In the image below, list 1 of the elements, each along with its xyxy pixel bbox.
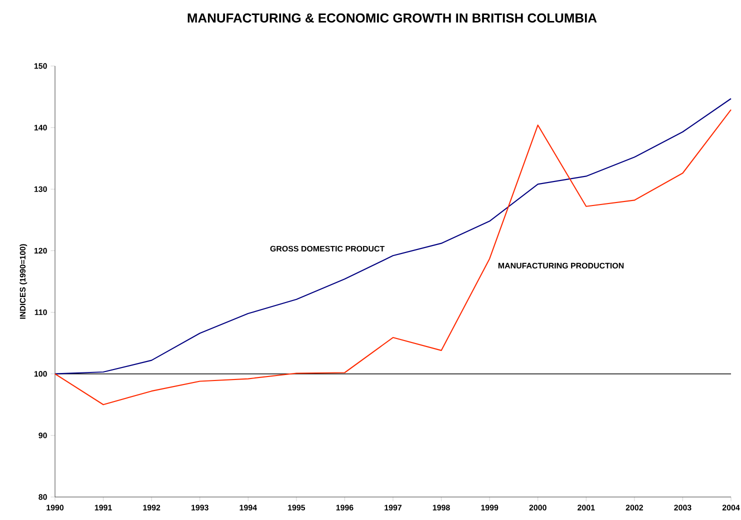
chart-title: MANUFACTURING & ECONOMIC GROWTH IN BRITISH COLUMBIA (188, 13, 597, 23)
